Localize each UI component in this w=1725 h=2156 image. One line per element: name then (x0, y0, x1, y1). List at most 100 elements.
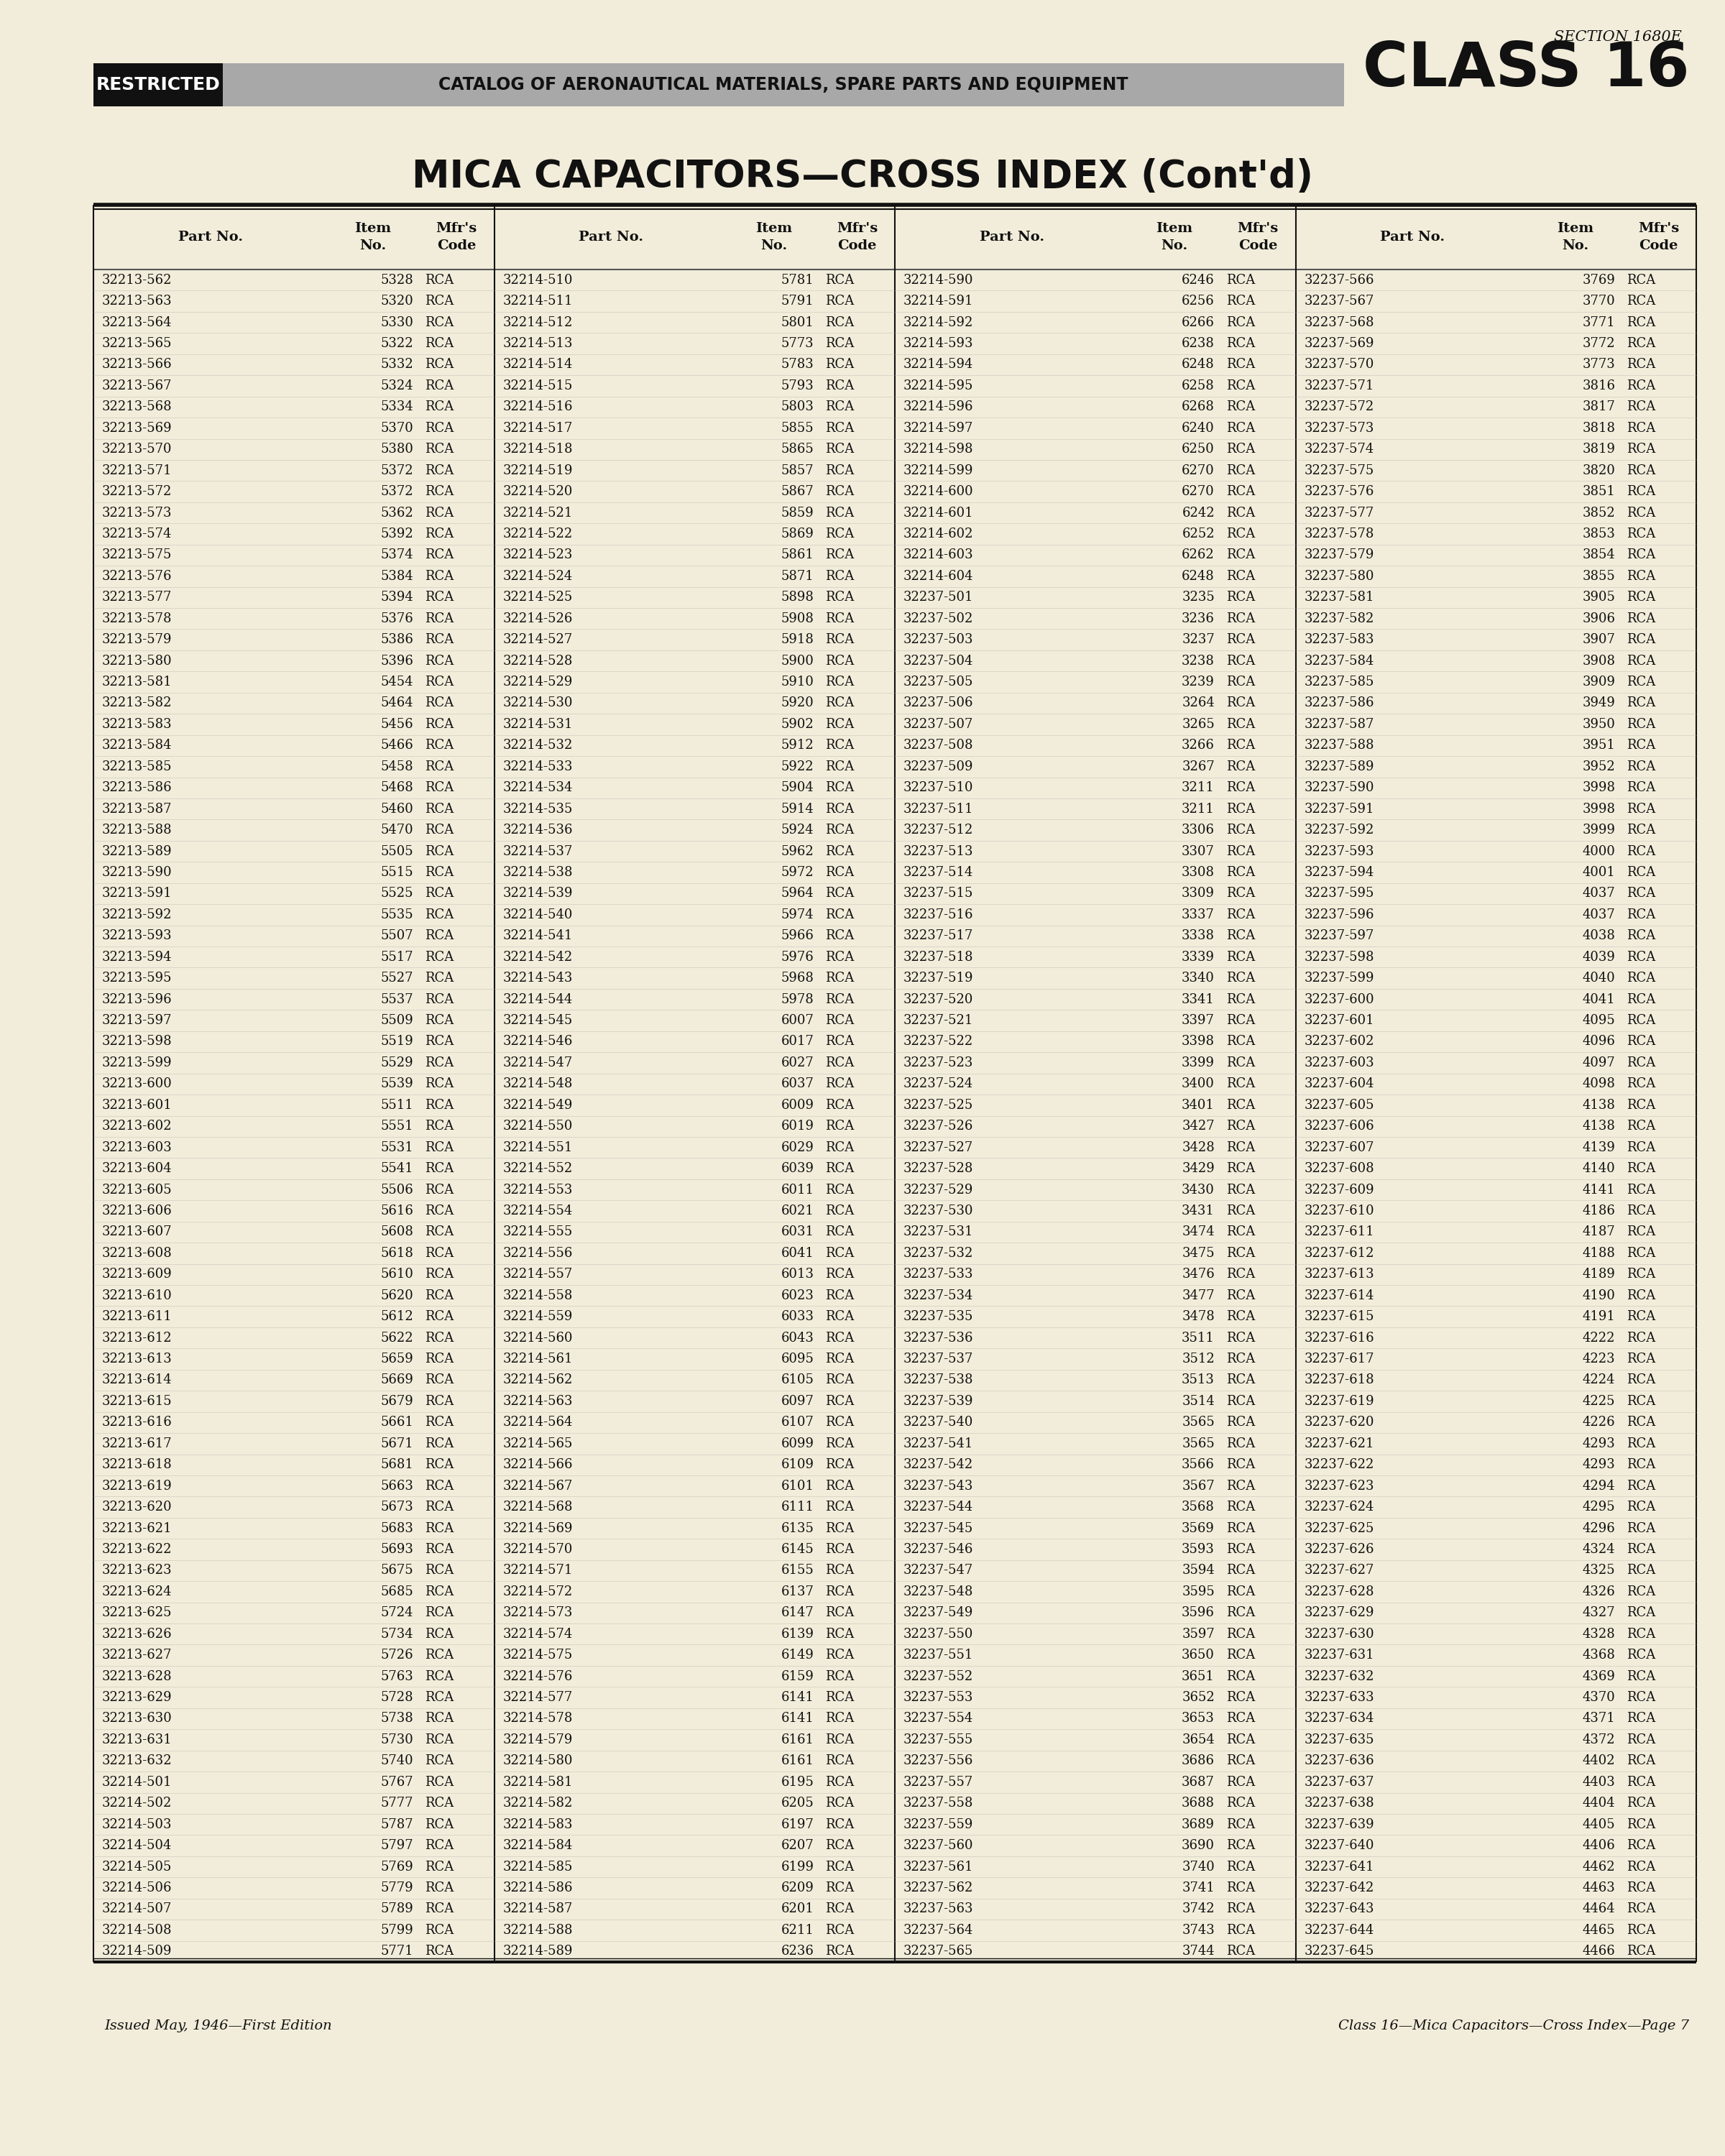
Text: 32214-602: 32214-602 (904, 528, 973, 541)
Text: 3511: 3511 (1182, 1332, 1214, 1345)
Text: 32237-529: 32237-529 (904, 1184, 973, 1197)
Text: RCA: RCA (1226, 802, 1256, 815)
Text: RCA: RCA (826, 1712, 854, 1725)
Text: 6262: 6262 (1182, 548, 1214, 561)
Text: 32213-588: 32213-588 (102, 824, 172, 837)
Text: 32237-504: 32237-504 (904, 655, 973, 668)
Text: 3853: 3853 (1582, 528, 1615, 541)
Text: 6139: 6139 (781, 1628, 814, 1641)
Text: RCA: RCA (1226, 1078, 1256, 1091)
Text: RCA: RCA (826, 358, 854, 371)
Text: RCA: RCA (424, 1373, 454, 1386)
Text: 32237-625: 32237-625 (1304, 1522, 1375, 1535)
Text: RCA: RCA (826, 1839, 854, 1852)
Text: 5608: 5608 (380, 1225, 414, 1238)
Text: RCA: RCA (826, 1373, 854, 1386)
Text: 32237-584: 32237-584 (1304, 655, 1375, 668)
Text: 6017: 6017 (781, 1035, 814, 1048)
Text: 32237-542: 32237-542 (904, 1457, 973, 1470)
Text: RCA: RCA (826, 1162, 854, 1175)
Text: 32213-614: 32213-614 (102, 1373, 172, 1386)
Text: RCA: RCA (424, 1861, 454, 1874)
Text: RCA: RCA (826, 569, 854, 582)
Text: 32214-519: 32214-519 (502, 464, 573, 476)
Text: 32237-547: 32237-547 (904, 1563, 973, 1576)
Text: 5620: 5620 (381, 1289, 414, 1302)
Text: 32214-548: 32214-548 (502, 1078, 573, 1091)
Text: RCA: RCA (424, 317, 454, 330)
Text: 32213-583: 32213-583 (102, 718, 172, 731)
Text: 5551: 5551 (381, 1119, 414, 1132)
Text: RCA: RCA (424, 1438, 454, 1451)
Text: 5537: 5537 (381, 994, 414, 1007)
Text: 32237-598: 32237-598 (1304, 951, 1375, 964)
Text: 32237-561: 32237-561 (904, 1861, 973, 1874)
Text: RCA: RCA (1226, 1585, 1256, 1598)
Text: 32214-579: 32214-579 (502, 1733, 573, 1746)
Text: 32237-605: 32237-605 (1304, 1100, 1375, 1112)
Text: 5374: 5374 (381, 548, 414, 561)
Text: RCA: RCA (424, 528, 454, 541)
Text: 32237-539: 32237-539 (904, 1395, 973, 1408)
Text: 3595: 3595 (1182, 1585, 1214, 1598)
Text: RCA: RCA (826, 675, 854, 688)
Text: RCA: RCA (826, 761, 854, 774)
Text: RCA: RCA (1226, 1332, 1256, 1345)
Text: 5681: 5681 (380, 1457, 414, 1470)
Text: RCA: RCA (826, 802, 854, 815)
Text: 6258: 6258 (1182, 379, 1214, 392)
Text: RCA: RCA (826, 485, 854, 498)
Text: RCA: RCA (1226, 780, 1256, 793)
Text: RCA: RCA (826, 1777, 854, 1789)
Text: 6195: 6195 (781, 1777, 814, 1789)
Text: RCA: RCA (1627, 1056, 1656, 1069)
Text: RCA: RCA (424, 951, 454, 964)
Text: 32214-599: 32214-599 (904, 464, 973, 476)
Text: RCA: RCA (1627, 1628, 1656, 1641)
Text: 5871: 5871 (781, 569, 814, 582)
Text: 32214-600: 32214-600 (904, 485, 973, 498)
Text: 32237-613: 32237-613 (1304, 1268, 1375, 1281)
Text: 32214-527: 32214-527 (502, 634, 573, 647)
Text: 3905: 3905 (1582, 591, 1615, 604)
Text: RCA: RCA (826, 274, 854, 287)
Text: RCA: RCA (1226, 1056, 1256, 1069)
Text: RCA: RCA (1226, 1796, 1256, 1809)
Text: RCA: RCA (1627, 379, 1656, 392)
Text: 32237-575: 32237-575 (1304, 464, 1375, 476)
Text: 3266: 3266 (1182, 740, 1214, 752)
Text: RCA: RCA (826, 317, 854, 330)
Text: 4186: 4186 (1582, 1205, 1615, 1218)
Text: 3952: 3952 (1582, 761, 1615, 774)
Text: 32214-571: 32214-571 (502, 1563, 573, 1576)
Text: RCA: RCA (826, 1796, 854, 1809)
Text: RCA: RCA (1226, 886, 1256, 899)
Text: 32214-526: 32214-526 (502, 612, 573, 625)
Text: 32237-521: 32237-521 (904, 1013, 973, 1026)
Text: 5612: 5612 (381, 1311, 414, 1324)
Text: 32237-590: 32237-590 (1304, 780, 1375, 793)
Text: 32237-581: 32237-581 (1304, 591, 1375, 604)
Text: 6270: 6270 (1182, 464, 1214, 476)
Text: Item
No.: Item No. (1558, 222, 1594, 252)
Text: 3686: 3686 (1182, 1755, 1214, 1768)
Text: 32214-585: 32214-585 (502, 1861, 573, 1874)
Text: 5394: 5394 (381, 591, 414, 604)
Text: 5738: 5738 (381, 1712, 414, 1725)
Text: RCA: RCA (826, 1141, 854, 1153)
Text: 32213-622: 32213-622 (102, 1544, 172, 1557)
Text: 32237-610: 32237-610 (1304, 1205, 1375, 1218)
Text: RCA: RCA (1226, 507, 1256, 520)
Text: 32237-508: 32237-508 (904, 740, 973, 752)
Text: RCA: RCA (424, 1479, 454, 1492)
Text: 32237-638: 32237-638 (1304, 1796, 1375, 1809)
Text: 5730: 5730 (381, 1733, 414, 1746)
Text: RCA: RCA (1627, 1690, 1656, 1703)
Text: RCA: RCA (1627, 569, 1656, 582)
Text: RCA: RCA (1226, 274, 1256, 287)
Text: 4372: 4372 (1582, 1733, 1615, 1746)
Text: 6201: 6201 (781, 1902, 814, 1915)
Text: RCA: RCA (424, 845, 454, 858)
Text: RCA: RCA (826, 1438, 854, 1451)
Text: RCA: RCA (424, 824, 454, 837)
